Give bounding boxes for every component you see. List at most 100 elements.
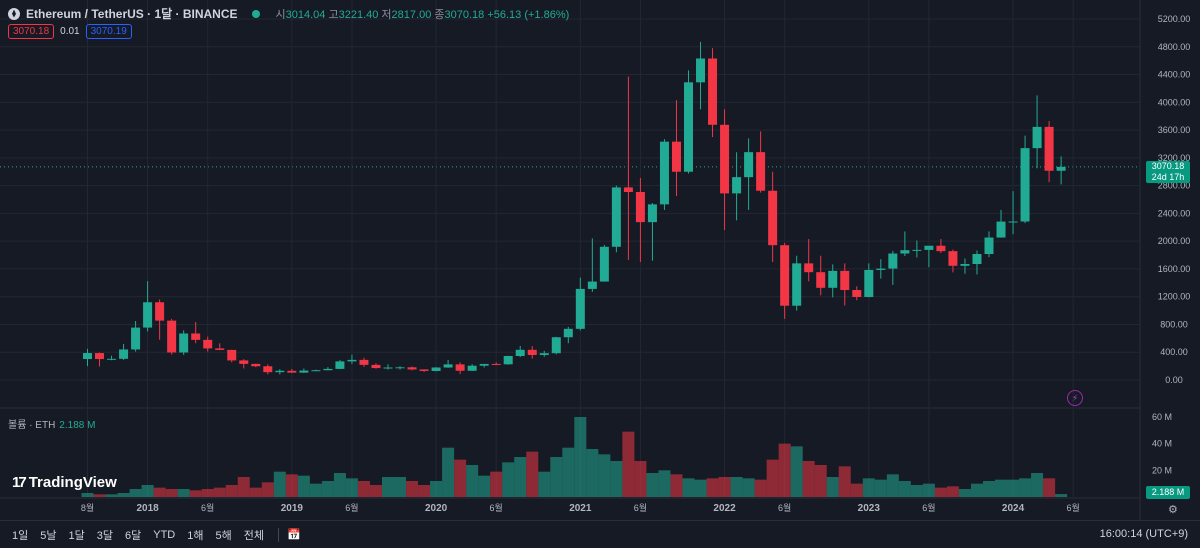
candle-body bbox=[888, 253, 898, 269]
current-price-tag: 3070.18 24d 17h bbox=[1146, 161, 1190, 183]
volume-bar bbox=[538, 471, 551, 497]
symbol-title[interactable]: Ethereum / TetherUS · 1달 · BINANCE bbox=[26, 7, 238, 21]
market-status-icon bbox=[251, 9, 260, 18]
tradingview-logo[interactable]: 17 TradingView bbox=[12, 474, 117, 491]
volume-bar bbox=[309, 483, 322, 497]
volume-bar bbox=[201, 489, 214, 497]
volume-bar bbox=[466, 465, 479, 497]
time-tick-label: 2022 bbox=[713, 503, 736, 514]
spread-value: 0.01 bbox=[60, 26, 80, 37]
candle-body bbox=[1008, 221, 1018, 223]
flash-icon[interactable]: ⚡ bbox=[1067, 390, 1083, 406]
volume-bar bbox=[778, 443, 791, 497]
volume-bar bbox=[526, 451, 539, 497]
candle-body bbox=[900, 250, 910, 254]
volume-bar bbox=[742, 478, 755, 497]
chart-header: Ethereum / TetherUS · 1달 · BINANCE 시3014… bbox=[8, 5, 569, 22]
candlestick-series bbox=[83, 41, 1066, 375]
buy-price-button[interactable]: 3070.19 bbox=[85, 24, 132, 39]
volume-bar bbox=[418, 485, 431, 497]
candle-body bbox=[491, 363, 501, 365]
candle-body bbox=[431, 367, 441, 371]
volume-bar bbox=[946, 486, 959, 497]
bottom-toolbar: 1일 5날 1달 3달 6달 YTD 1해 5해 전체 📅 16:00:14 (… bbox=[0, 520, 1200, 548]
volume-axis: 60 M 40 M 20 M bbox=[1152, 412, 1172, 475]
volume-bar bbox=[213, 487, 226, 497]
candle-body bbox=[251, 363, 261, 367]
time-tick-label: 6월 bbox=[778, 502, 791, 513]
clock-readout[interactable]: 16:00:14 (UTC+9) bbox=[1099, 528, 1188, 540]
volume-bar bbox=[430, 481, 443, 497]
candle-body bbox=[479, 363, 489, 366]
volume-bar bbox=[406, 481, 419, 497]
volume-bar bbox=[610, 461, 623, 497]
candle-body bbox=[936, 245, 946, 252]
timeframe-6m[interactable]: 6달 bbox=[125, 529, 142, 542]
volume-bar bbox=[141, 485, 154, 497]
candle-body bbox=[155, 302, 165, 321]
time-tick-label: 6월 bbox=[922, 502, 935, 513]
candle-body bbox=[828, 270, 838, 288]
candle-body bbox=[143, 302, 153, 328]
volume-bar bbox=[766, 459, 779, 497]
candle-body bbox=[744, 152, 754, 178]
timeframe-1d[interactable]: 1일 bbox=[12, 529, 29, 542]
volume-series bbox=[81, 417, 1068, 497]
volume-bar bbox=[1055, 494, 1068, 497]
volume-bar bbox=[345, 478, 358, 497]
candle-body bbox=[587, 281, 597, 289]
candle-body bbox=[732, 177, 742, 194]
timeframe-3m[interactable]: 3달 bbox=[96, 529, 113, 542]
timeframe-5y[interactable]: 5해 bbox=[215, 529, 232, 542]
candle-body bbox=[708, 58, 718, 125]
timeframe-1y[interactable]: 1해 bbox=[187, 529, 204, 542]
volume-bar bbox=[682, 478, 695, 497]
candle-body bbox=[804, 263, 814, 273]
volume-bar bbox=[225, 485, 238, 497]
volume-bar bbox=[802, 461, 815, 497]
timeframe-5d[interactable]: 5날 bbox=[40, 529, 57, 542]
volume-bar bbox=[478, 475, 491, 497]
candle-body bbox=[876, 268, 886, 270]
volume-bar bbox=[321, 481, 334, 497]
timeframe-ytd[interactable]: YTD bbox=[153, 528, 176, 541]
timeframe-all[interactable]: 전체 bbox=[243, 529, 264, 542]
volume-bar bbox=[670, 474, 683, 497]
candle-body bbox=[960, 263, 970, 266]
candle-body bbox=[503, 355, 513, 365]
time-tick-label: 2020 bbox=[425, 503, 448, 514]
volume-bar bbox=[970, 483, 983, 497]
volume-bar bbox=[1043, 478, 1056, 497]
volume-bar bbox=[574, 417, 587, 497]
candle-body bbox=[383, 367, 393, 369]
volume-bar bbox=[81, 493, 94, 497]
candle-body bbox=[599, 246, 609, 282]
candle-body bbox=[83, 353, 92, 360]
time-tick-label: 6월 bbox=[345, 502, 358, 513]
timeframe-1m[interactable]: 1달 bbox=[68, 529, 85, 542]
volume-bar bbox=[261, 482, 274, 497]
price-tick-label: 5200.00 bbox=[1158, 14, 1191, 24]
candle-body bbox=[467, 365, 477, 371]
volume-bar bbox=[117, 493, 130, 497]
date-range-icon[interactable]: 📅 bbox=[287, 529, 301, 541]
settings-icon[interactable]: ⚙ bbox=[1168, 504, 1178, 516]
candle-body bbox=[107, 358, 117, 360]
candle-body bbox=[720, 124, 730, 194]
candle-body bbox=[1056, 166, 1066, 171]
price-tick-label: 1600.00 bbox=[1158, 264, 1191, 274]
volume-bar bbox=[694, 479, 707, 497]
candle-body bbox=[191, 333, 201, 340]
volume-bar bbox=[1019, 478, 1032, 497]
tradingview-logo-icon: 17 bbox=[12, 474, 27, 491]
volume-bar bbox=[898, 481, 911, 497]
candle-body bbox=[239, 360, 249, 364]
volume-bar bbox=[1031, 473, 1044, 497]
candle-body bbox=[311, 370, 321, 372]
ohlc-readout: 시3014.04 고3221.40 저2817.00 종3070.18 +56.… bbox=[275, 8, 570, 21]
volume-bar bbox=[93, 494, 106, 497]
volume-bar bbox=[382, 477, 394, 497]
volume-bar bbox=[369, 485, 382, 497]
sell-price-button[interactable]: 3070.18 bbox=[8, 24, 55, 39]
